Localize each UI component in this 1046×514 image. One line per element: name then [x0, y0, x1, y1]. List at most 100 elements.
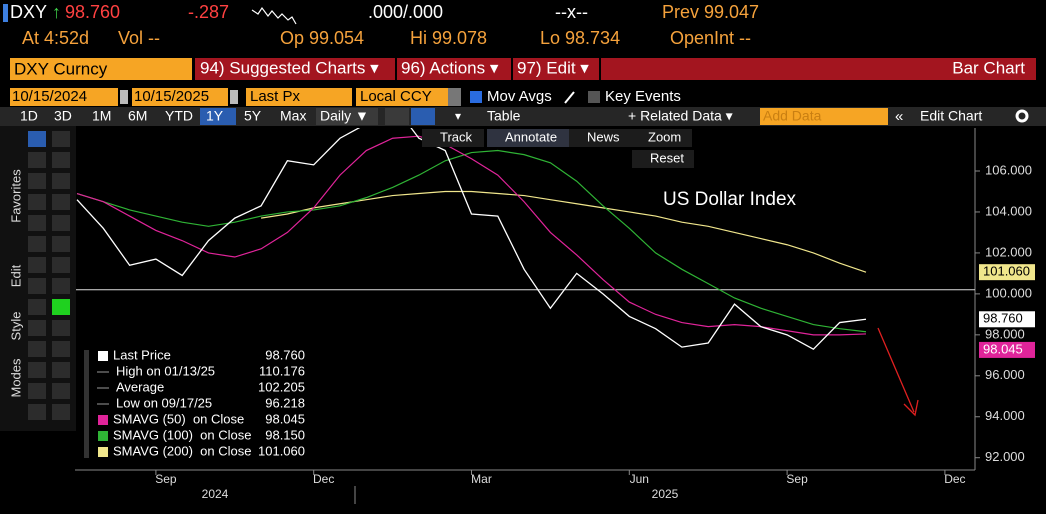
dropdown-arrow[interactable]: ▾	[455, 109, 461, 123]
tool-icon[interactable]	[52, 320, 70, 336]
mov-avgs[interactable]: Mov Avgs	[487, 88, 552, 105]
start-date[interactable]: 10/15/2024	[12, 88, 87, 105]
tool-icon[interactable]	[28, 278, 46, 294]
table[interactable]: Table	[487, 108, 521, 124]
bar-icon[interactable]	[411, 108, 435, 125]
security[interactable]: DXY Curncy	[14, 59, 108, 78]
tool-icon[interactable]	[28, 131, 46, 147]
period-button[interactable]: 6M	[128, 108, 147, 124]
period-button[interactable]: 1D	[20, 108, 38, 124]
tool-icon[interactable]	[52, 383, 70, 399]
tool-icon[interactable]	[52, 299, 70, 315]
legend-swatch	[98, 431, 108, 441]
tool-icon[interactable]	[52, 278, 70, 294]
tool-label[interactable]: News	[587, 129, 620, 144]
collapse[interactable]: «	[895, 108, 903, 125]
tool-icon[interactable]	[28, 215, 46, 231]
volume: Vol --	[118, 28, 160, 48]
add-data[interactable]: Add Data	[763, 108, 822, 124]
start-date-box[interactable]	[10, 88, 118, 106]
sparkline-icon	[251, 6, 297, 25]
tool-icon[interactable]	[28, 362, 46, 378]
tool-button[interactable]	[422, 129, 484, 147]
tool-button[interactable]	[569, 129, 631, 147]
period-button[interactable]: 3D	[54, 108, 72, 124]
legend-grip	[84, 350, 89, 458]
frequency[interactable]: Daily ▼	[320, 108, 369, 124]
security-box[interactable]	[10, 58, 192, 80]
period-button[interactable]: 5Y	[244, 108, 262, 124]
tool-icon[interactable]	[28, 320, 46, 336]
tool-icon[interactable]	[52, 236, 70, 252]
period-button[interactable]: YTD	[165, 108, 193, 124]
calendar-icon[interactable]	[230, 90, 238, 104]
tool-label[interactable]: Track	[440, 129, 473, 144]
gear-icon[interactable]	[1015, 109, 1029, 123]
tool-icon[interactable]	[28, 236, 46, 252]
add-data-box[interactable]	[760, 108, 888, 125]
checkbox-checked[interactable]	[470, 91, 482, 103]
end-date-box[interactable]	[132, 88, 228, 106]
sidebar-label[interactable]: Style	[8, 312, 23, 341]
line-icon[interactable]	[385, 108, 409, 125]
menu-edit[interactable]: 97) Edit ▾	[517, 58, 589, 77]
tool-icon[interactable]	[28, 341, 46, 357]
sidebar-label[interactable]: Favorites	[8, 169, 23, 223]
end-date[interactable]: 10/15/2025	[134, 88, 209, 105]
tool-label[interactable]: Reset	[650, 150, 684, 165]
menu-suggested[interactable]: 94) Suggested Charts ▾	[200, 58, 379, 77]
menu-actions[interactable]: 96) Actions ▾	[401, 58, 499, 77]
x-tick-label: Dec	[313, 472, 334, 486]
ticker: DXY	[10, 2, 47, 22]
currency[interactable]: Local CCY	[360, 88, 432, 105]
annotation: US Dollar Index	[663, 189, 797, 210]
tool-button[interactable]	[632, 150, 694, 168]
currency-box[interactable]	[356, 88, 448, 106]
tool-label[interactable]: Zoom	[648, 129, 681, 144]
bid-ask: .000/.000	[368, 2, 443, 22]
edit-chart[interactable]: Edit Chart	[920, 108, 982, 124]
checkbox[interactable]	[588, 91, 600, 103]
tool-icon[interactable]	[52, 152, 70, 168]
tool-icon[interactable]	[52, 173, 70, 189]
tool-button[interactable]	[630, 129, 692, 147]
legend-label: SMAVG (100) on Close	[113, 427, 251, 442]
tool-icon[interactable]	[28, 152, 46, 168]
legend-value: 96.218	[265, 395, 305, 410]
tool-icon[interactable]	[52, 404, 70, 420]
field-box[interactable]	[246, 88, 352, 106]
tool-icon[interactable]	[52, 362, 70, 378]
y-tick-label: 102.000	[985, 244, 1032, 259]
tool-icon[interactable]	[28, 173, 46, 189]
calendar-icon[interactable]	[120, 90, 128, 104]
tool-icon[interactable]	[52, 257, 70, 273]
tool-icon[interactable]	[52, 194, 70, 210]
frequency-box[interactable]	[316, 108, 378, 125]
legend-value: 98.150	[265, 427, 305, 442]
key-events[interactable]: Key Events	[605, 88, 681, 105]
tool-icon[interactable]	[28, 257, 46, 273]
tool-icon[interactable]	[28, 299, 46, 315]
tool-icon[interactable]	[28, 404, 46, 420]
legend-value: 110.176	[259, 363, 305, 378]
sidebar-label[interactable]: Modes	[8, 358, 23, 398]
tool-icon[interactable]	[52, 215, 70, 231]
dropdown[interactable]	[448, 88, 461, 106]
pencil-icon[interactable]	[564, 91, 575, 104]
related-data[interactable]: + Related Data ▾	[628, 108, 733, 124]
tool-icon[interactable]	[28, 383, 46, 399]
tool-icon[interactable]	[52, 131, 70, 147]
legend-label: Average	[116, 379, 164, 394]
period-button[interactable]: 1Y	[206, 108, 224, 124]
legend-label: SMAVG (50) on Close	[113, 411, 244, 426]
tool-label[interactable]: Annotate	[505, 129, 557, 144]
period-active[interactable]	[200, 108, 236, 125]
sidebar-label[interactable]: Edit	[8, 264, 23, 287]
field[interactable]: Last Px	[250, 88, 301, 105]
tool-button[interactable]	[487, 129, 569, 147]
period-button[interactable]: 1M	[92, 108, 111, 124]
tool-icon[interactable]	[52, 341, 70, 357]
tool-icon[interactable]	[28, 194, 46, 210]
period-button[interactable]: Max	[280, 108, 306, 124]
